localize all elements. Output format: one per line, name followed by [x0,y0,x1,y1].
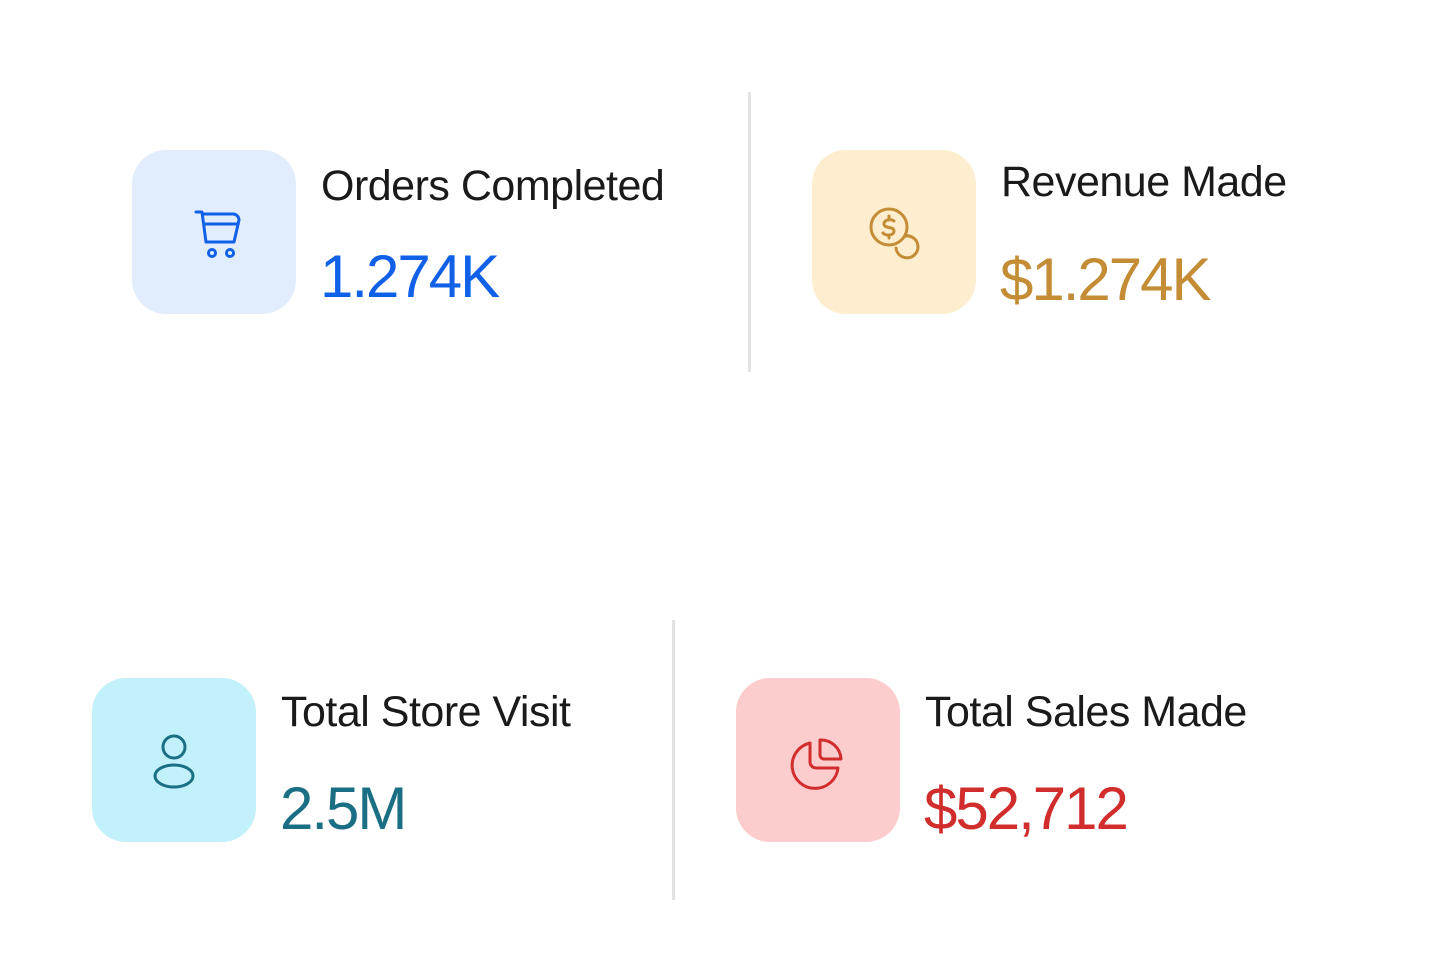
user-icon [153,734,195,789]
sales-value: $52,712 [924,775,1129,842]
revenue-label: Revenue Made [1001,158,1287,206]
divider-top [748,92,751,372]
orders-value: 1.274K [320,243,500,310]
cart-icon [194,210,241,258]
visits-label: Total Store Visit [281,688,571,736]
revenue-value: $1.274K [1000,246,1212,313]
pie-chart-icon [790,738,843,790]
sales-icon-box [736,678,900,842]
orders-icon-box [132,150,296,314]
visits-icon-box [92,678,256,842]
revenue-icon-box [812,150,976,314]
coins-icon [869,207,920,260]
visits-value: 2.5M [280,775,407,842]
divider-bottom [672,620,675,900]
orders-label: Orders Completed [321,162,665,210]
sales-label: Total Sales Made [925,688,1247,736]
